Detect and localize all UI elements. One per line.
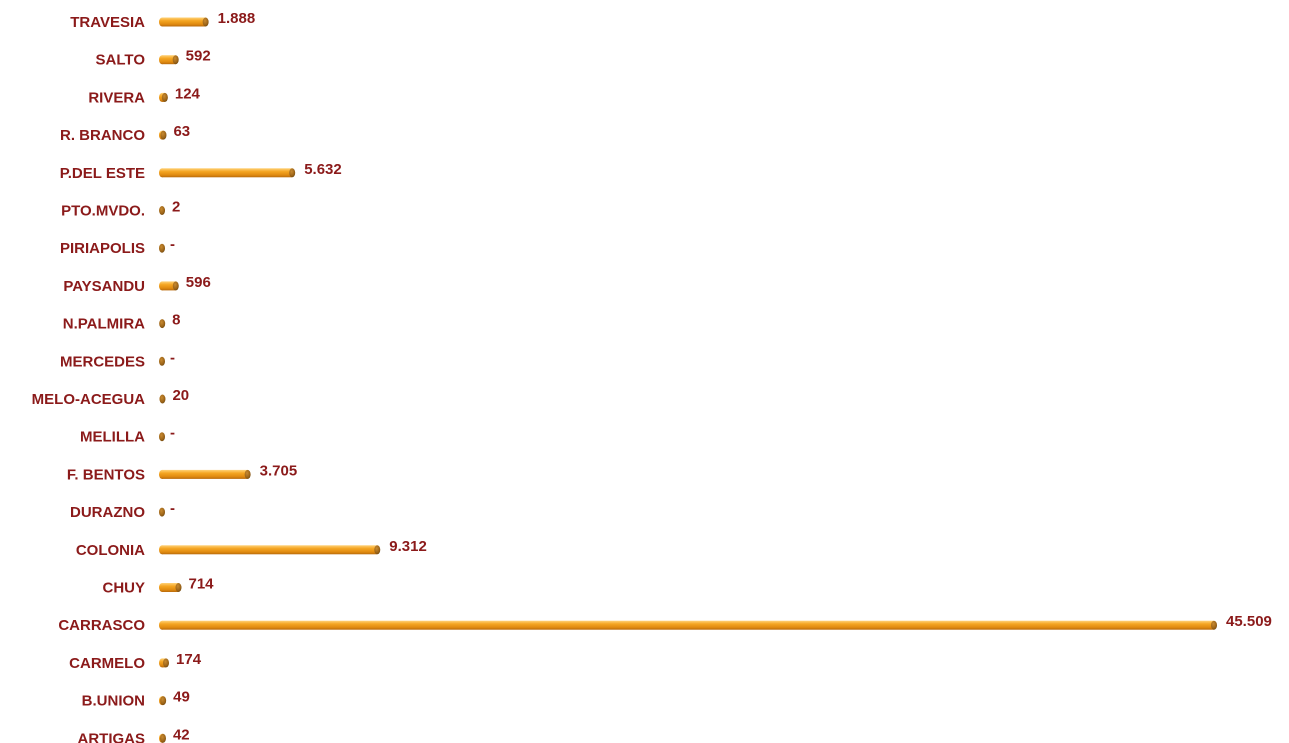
bar-end-cap [159,507,165,517]
bar-start-cap [159,281,165,291]
category-label: COLONIA [76,542,145,559]
bar [162,545,378,555]
bar-end-cap [172,281,179,291]
category-label: F. BENTOS [67,466,145,483]
value-label: 124 [175,85,201,102]
bar-end-cap [159,243,165,253]
category-label: N.PALMIRA [63,316,145,333]
bar [162,168,293,178]
category-label: MERCEDES [60,353,145,370]
value-label: 5.632 [304,161,342,178]
bar-end-cap [163,658,170,668]
category-label: CHUY [102,580,145,597]
bar-end-cap [172,55,179,65]
bar-end-cap [159,432,165,442]
bars-group: TRAVESIA 1.888 SALTO 592 RIVERA 124 R. BRANCO 6… [32,10,1272,743]
value-label: 174 [176,651,202,668]
bar-end-cap [289,168,296,178]
bar-end-cap [160,130,167,140]
bar [162,469,248,479]
bar-start-cap [159,55,165,65]
category-label: MELO-ACEGUA [32,391,145,408]
bar-end-cap [175,583,182,592]
category-label: PIRIAPOLIS [60,240,145,257]
bar-end-cap [202,17,209,27]
value-label: 9.312 [389,538,427,555]
bar-start-cap [159,168,165,178]
bar-end-cap [244,469,251,479]
bar-start-cap [159,583,165,592]
bar-end-cap [374,545,381,555]
bar-end-cap [159,206,166,215]
value-label: - [170,425,175,442]
value-label: 592 [186,48,211,65]
category-label: MELILLA [80,429,145,446]
category-label: B.UNION [82,693,145,710]
bar [162,17,206,27]
category-label: CARMELO [69,655,145,672]
category-label: DURAZNO [70,504,145,521]
category-label: CARRASCO [58,617,145,634]
category-label: R. BRANCO [60,127,145,144]
bar [162,583,179,592]
value-label: 714 [189,576,215,593]
bar-end-cap [159,394,166,404]
value-label: 596 [186,274,211,291]
value-label: - [170,349,175,366]
bar [162,281,176,291]
value-label: 3.705 [260,462,298,479]
value-label: 2 [172,199,180,216]
bar [162,620,1214,630]
value-label: 45.509 [1226,613,1272,630]
value-label: - [170,500,175,517]
category-label: ARTIGAS [78,730,146,743]
value-label: 1.888 [218,10,256,27]
bar-end-cap [161,92,168,102]
bar-end-cap [159,733,166,743]
bar-start-cap [159,469,165,479]
value-label: - [170,236,175,253]
category-label: PAYSANDU [63,278,145,295]
category-label: SALTO [96,52,146,69]
value-label: 49 [173,689,190,706]
category-label: P.DEL ESTE [60,165,145,182]
value-label: 42 [173,726,190,743]
bar-start-cap [159,620,165,630]
bar-end-cap [1211,620,1217,630]
bar-end-cap [159,356,165,366]
value-label: 20 [172,387,189,404]
value-label: 8 [172,312,180,329]
bar-end-cap [159,319,166,329]
category-label: RIVERA [88,89,145,106]
bar-end-cap [160,696,167,706]
value-label: 63 [173,123,190,140]
bar-start-cap [159,17,165,27]
bar [162,55,176,65]
category-label: TRAVESIA [70,14,145,31]
category-label: PTO.MVDO. [61,203,145,220]
bar-start-cap [159,545,165,555]
